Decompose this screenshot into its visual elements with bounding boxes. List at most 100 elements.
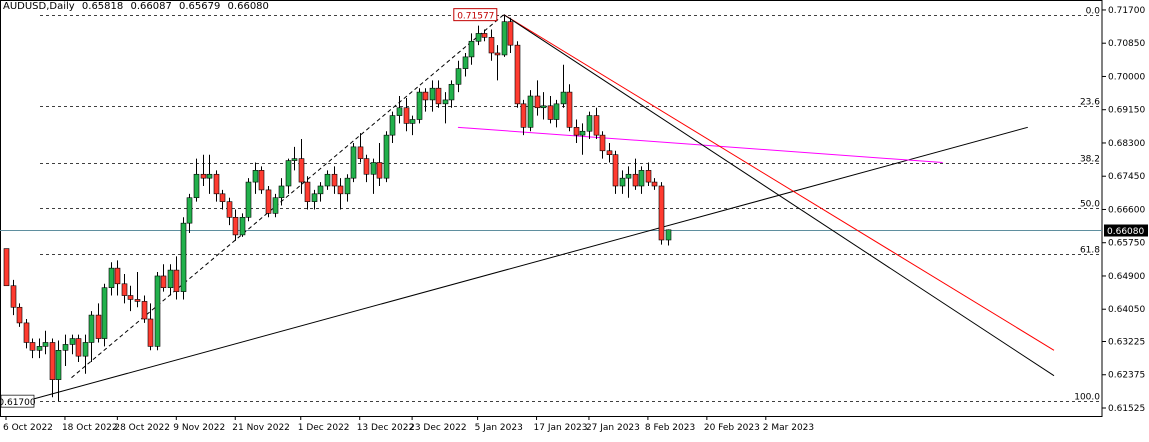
candle-body [3,248,10,287]
candle [442,92,449,124]
magenta-neckline [457,126,943,164]
candle-body [396,107,403,116]
candle-body [239,216,246,236]
candle-body [435,87,442,105]
candle [258,166,265,194]
candle-body [252,170,259,183]
candle-body [573,127,580,136]
candle-body [213,173,220,195]
candle [455,60,462,93]
candle [10,279,17,316]
candle [586,111,593,140]
candle-body [462,56,469,69]
candle-body [363,158,370,175]
support-trendline [25,126,1028,402]
candle-body [494,52,501,56]
candle [62,334,69,366]
candle [160,264,167,292]
candle [376,142,383,186]
candle-body [82,342,89,357]
candle-body [311,193,318,202]
red-downtrend [503,14,1055,351]
chart-header: AUDUSD,Daily 0.65818 0.66087 0.65679 0.6… [3,1,273,12]
candle-body [232,216,239,236]
candle-body [304,181,311,202]
candle [481,29,488,42]
candle-body [501,21,508,56]
candle [350,142,357,183]
candle [186,193,193,233]
ohlc-high: 0.66087 [130,1,172,12]
candle-body [226,201,233,218]
candle-body [75,338,82,357]
candle [36,338,43,359]
candle [219,189,226,210]
candle-body [324,173,331,187]
ohlc-low: 0.65679 [179,1,221,12]
candle-body [127,295,134,300]
candle [213,170,220,202]
candle [416,88,423,124]
plot-frame [0,0,1103,417]
candle-body [586,115,593,132]
candle [475,25,482,46]
fib-level-label: 38.2 [1080,155,1100,165]
candle [42,330,49,355]
candle-body [547,105,554,120]
candle [324,170,331,190]
candle-body [331,173,338,187]
candle-body [69,338,76,345]
candle-body [599,134,606,152]
candle [88,311,95,363]
candle [317,182,324,202]
candle [311,189,318,210]
candle-body [625,173,632,179]
y-tick-label: 0.67450 [1108,172,1145,182]
candle-body [62,344,69,351]
candle [527,90,534,132]
candle-body [154,275,161,347]
candle-body [160,275,167,289]
candle [285,158,292,194]
high-price-box [453,8,498,22]
candle [49,338,56,398]
candle [226,197,233,226]
y-tick-label: 0.62375 [1108,371,1145,381]
candle [389,111,396,143]
current-price-tag-label: 0.66080 [1107,227,1144,237]
candle-body [481,33,488,38]
candle-body [527,95,534,128]
candle-body [507,21,514,46]
candle [612,150,619,194]
channel-dashed [71,14,505,379]
candle-body [167,269,174,289]
fib-level-label: 61.8 [1080,246,1100,256]
x-tick-label: 23 Dec 2022 [409,423,467,433]
candle [520,99,527,136]
candle [304,176,311,210]
x-tick-label: 8 Feb 2023 [645,423,695,433]
candle-body [579,130,586,136]
candle-body [416,91,423,120]
candle-body [114,267,121,285]
black-downtrend [503,14,1055,377]
candle [95,303,102,343]
candle-body [560,91,567,105]
candle-body [272,197,279,214]
candle-body [448,83,455,101]
y-tick-label: 0.61525 [1108,404,1145,414]
y-tick-label: 0.69150 [1108,106,1145,116]
fib-level-label: 23.6 [1080,98,1100,108]
candle-body [389,115,396,136]
candle [154,272,161,351]
candle [665,229,672,246]
candle-body [422,91,429,101]
x-tick-label: 6 Oct 2022 [3,423,53,433]
candle [638,166,645,194]
candle [606,142,613,163]
candle-body [370,162,377,175]
candle [193,158,200,202]
candle [429,80,436,112]
candle-body [566,91,573,128]
